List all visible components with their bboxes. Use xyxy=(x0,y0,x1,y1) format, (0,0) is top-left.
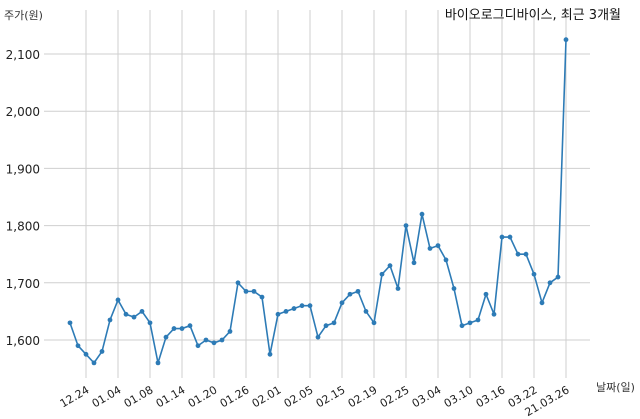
data-point xyxy=(139,309,145,314)
data-point xyxy=(291,306,297,311)
x-tick-label: 02.15 xyxy=(314,383,348,410)
x-tick-label: 02.01 xyxy=(250,383,284,410)
data-point xyxy=(299,303,305,309)
data-point xyxy=(155,360,161,366)
data-point xyxy=(195,343,201,349)
data-point xyxy=(419,211,425,217)
data-point xyxy=(523,251,529,257)
data-point xyxy=(475,317,481,323)
data-point xyxy=(379,271,385,277)
y-tick-label: 2,000 xyxy=(6,105,40,119)
x-tick-label: 03.04 xyxy=(410,383,444,410)
x-tick-label: 01.26 xyxy=(218,383,252,410)
data-point xyxy=(243,288,249,294)
data-point xyxy=(115,297,121,303)
y-tick-labels: 1,600 1,700 1,800 1,900 2,000 2,100 xyxy=(6,48,40,348)
data-point xyxy=(339,300,345,306)
y-tick-label: 1,600 xyxy=(6,334,40,348)
data-point xyxy=(107,317,113,323)
data-point xyxy=(515,251,521,257)
data-point xyxy=(67,320,73,326)
data-point xyxy=(531,271,537,277)
data-point xyxy=(547,280,553,286)
x-tick-label: 02.25 xyxy=(378,383,412,410)
data-point xyxy=(483,291,489,297)
y-axis-label: 주가(원) xyxy=(4,9,43,22)
data-point xyxy=(307,303,313,309)
data-point xyxy=(371,320,377,326)
y-tick-label: 1,800 xyxy=(6,220,40,234)
data-point xyxy=(179,326,185,331)
data-point xyxy=(83,351,89,357)
data-point xyxy=(539,300,545,306)
data-point xyxy=(227,329,233,334)
data-point xyxy=(555,274,561,280)
x-tick-label: 02.19 xyxy=(346,383,380,410)
data-point xyxy=(491,311,497,317)
data-point xyxy=(411,260,417,266)
price-points xyxy=(67,37,569,366)
data-point xyxy=(443,257,449,263)
data-point xyxy=(251,288,257,294)
data-point xyxy=(275,311,281,317)
data-point xyxy=(499,234,505,240)
data-point xyxy=(235,280,241,286)
x-tick-labels: 12.2401.0401.0801.1401.2001.2602.0102.05… xyxy=(58,383,572,419)
data-point xyxy=(323,323,329,329)
data-point xyxy=(163,334,169,340)
data-point xyxy=(91,360,97,366)
data-point xyxy=(427,246,433,251)
x-tick-label: 01.04 xyxy=(90,383,124,410)
data-point xyxy=(315,334,321,340)
data-point xyxy=(387,263,393,269)
y-tick-label: 2,100 xyxy=(6,48,40,62)
data-point xyxy=(203,337,209,343)
x-tick-label: 12.24 xyxy=(58,383,92,410)
x-axis-label: 날짜(일) xyxy=(596,380,635,394)
data-point xyxy=(403,223,409,229)
y-tick-label: 1,900 xyxy=(6,162,40,176)
x-grid xyxy=(85,10,567,378)
data-point xyxy=(283,309,289,314)
data-point xyxy=(459,323,465,329)
data-point xyxy=(123,311,129,317)
data-point xyxy=(187,323,193,329)
data-point xyxy=(211,340,217,346)
data-point xyxy=(507,234,513,240)
data-point xyxy=(331,320,337,326)
data-point xyxy=(451,286,457,291)
y-tick-label: 1,700 xyxy=(6,277,40,291)
data-point xyxy=(355,288,361,294)
x-tick-label: 02.05 xyxy=(282,383,316,410)
data-point xyxy=(219,337,225,343)
price-line xyxy=(69,39,567,365)
x-tick-label: 03.16 xyxy=(474,383,508,410)
data-point xyxy=(363,309,369,314)
x-tick-label: 01.08 xyxy=(122,383,156,410)
x-tick-label: 01.14 xyxy=(154,383,188,410)
y-grid xyxy=(44,53,590,341)
x-tick-label: 01.20 xyxy=(186,383,220,410)
data-point xyxy=(171,326,177,331)
chart-title: 바이오로그디바이스, 최근 3개월 xyxy=(445,8,621,23)
data-point xyxy=(563,37,569,43)
data-point xyxy=(395,286,401,291)
data-point xyxy=(75,343,81,349)
x-tick-label: 03.10 xyxy=(442,383,476,410)
data-point xyxy=(467,320,473,326)
data-point xyxy=(435,243,441,249)
data-point xyxy=(267,351,273,357)
data-point xyxy=(347,291,353,297)
data-point xyxy=(259,294,265,300)
data-point xyxy=(99,349,105,354)
data-point xyxy=(147,320,153,326)
data-point xyxy=(131,314,137,320)
